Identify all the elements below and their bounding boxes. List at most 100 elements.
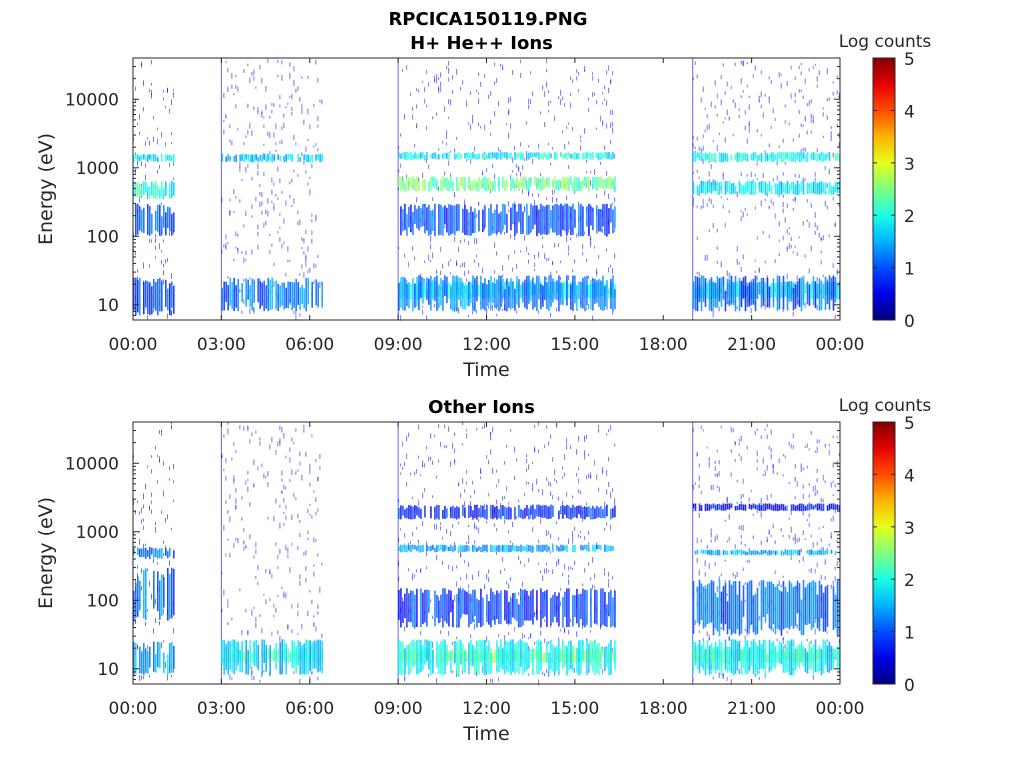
band-streak xyxy=(560,544,562,552)
noise-streak xyxy=(610,122,612,129)
band-streak xyxy=(169,547,171,557)
band-streak xyxy=(832,276,835,311)
band-streak xyxy=(836,580,839,636)
noise-streak xyxy=(235,74,237,78)
noise-streak xyxy=(718,672,720,678)
noise-streak xyxy=(692,484,694,491)
noise-streak xyxy=(237,247,239,251)
noise-streak xyxy=(786,203,788,209)
band-streak xyxy=(592,506,594,520)
noise-streak xyxy=(436,524,438,530)
noise-streak xyxy=(706,203,708,207)
noise-streak xyxy=(562,572,564,577)
noise-streak xyxy=(722,174,724,180)
noise-streak xyxy=(257,466,259,471)
colorbar-tick-label: 0 xyxy=(904,676,915,696)
noise-streak xyxy=(712,140,714,143)
band-streak xyxy=(582,639,584,661)
noise-streak xyxy=(410,472,412,476)
noise-streak xyxy=(241,310,243,314)
noise-streak xyxy=(157,562,158,565)
noise-streak xyxy=(151,509,152,514)
band-streak xyxy=(558,275,560,312)
band-streak xyxy=(412,176,414,190)
noise-streak xyxy=(305,170,307,174)
band-streak xyxy=(526,203,528,235)
noise-streak xyxy=(772,464,774,468)
noise-streak xyxy=(265,569,267,573)
band-streak xyxy=(568,283,570,299)
noise-streak xyxy=(139,530,140,533)
band-streak xyxy=(692,181,695,195)
band-streak xyxy=(744,275,747,312)
band-streak xyxy=(446,593,448,624)
noise-streak xyxy=(245,258,247,262)
noise-streak xyxy=(321,633,323,639)
noise-streak xyxy=(502,227,504,233)
band-streak xyxy=(812,276,815,306)
noise-streak xyxy=(223,119,225,122)
band-streak xyxy=(794,284,797,309)
band-streak xyxy=(470,506,472,517)
band-streak xyxy=(492,152,494,159)
band-streak xyxy=(406,283,408,307)
band-streak xyxy=(738,640,741,661)
noise-streak xyxy=(530,634,532,638)
band-streak xyxy=(534,205,536,225)
noise-streak xyxy=(155,245,156,250)
band-streak xyxy=(404,152,406,160)
band-streak xyxy=(255,639,257,668)
noise-streak xyxy=(500,150,502,153)
noise-streak xyxy=(492,164,494,169)
noise-streak xyxy=(756,467,758,471)
band-streak xyxy=(588,203,590,237)
noise-streak xyxy=(319,284,321,288)
noise-streak xyxy=(604,98,606,101)
noise-streak xyxy=(712,204,714,208)
noise-streak xyxy=(762,457,764,464)
band-streak xyxy=(554,176,556,191)
noise-streak xyxy=(556,561,558,567)
noise-streak xyxy=(572,531,574,536)
noise-streak xyxy=(438,424,440,429)
band-streak xyxy=(400,641,402,675)
noise-streak xyxy=(492,427,494,433)
band-streak xyxy=(756,154,759,163)
band-streak xyxy=(798,278,801,308)
noise-streak xyxy=(157,127,158,130)
noise-streak xyxy=(782,453,784,457)
band-streak xyxy=(518,152,520,158)
noise-streak xyxy=(261,77,263,84)
noise-streak xyxy=(586,307,588,311)
noise-streak xyxy=(560,601,562,606)
noise-streak xyxy=(606,469,608,474)
noise-streak xyxy=(241,629,243,636)
band-streak xyxy=(540,545,542,553)
band-streak xyxy=(506,544,508,553)
band-streak xyxy=(784,281,787,297)
band-streak xyxy=(149,186,151,199)
band-streak xyxy=(480,588,482,628)
band-streak xyxy=(766,551,769,556)
band-streak xyxy=(476,154,478,160)
band-streak xyxy=(301,645,303,675)
noise-streak xyxy=(482,426,484,430)
noise-streak xyxy=(832,515,834,522)
band-streak xyxy=(484,205,486,227)
band-streak xyxy=(416,176,418,192)
noise-streak xyxy=(508,502,510,505)
band-streak xyxy=(580,281,582,308)
noise-streak xyxy=(768,143,770,148)
band-streak xyxy=(778,276,781,310)
noise-streak xyxy=(486,310,488,316)
noise-streak xyxy=(558,96,560,100)
noise-streak xyxy=(512,157,514,163)
noise-streak xyxy=(534,262,536,267)
band-streak xyxy=(698,579,701,625)
band-streak xyxy=(692,580,695,634)
band-streak xyxy=(596,280,598,303)
noise-streak xyxy=(816,148,818,152)
band-streak xyxy=(574,595,576,618)
noise-streak xyxy=(492,467,494,474)
noise-streak xyxy=(534,448,536,452)
